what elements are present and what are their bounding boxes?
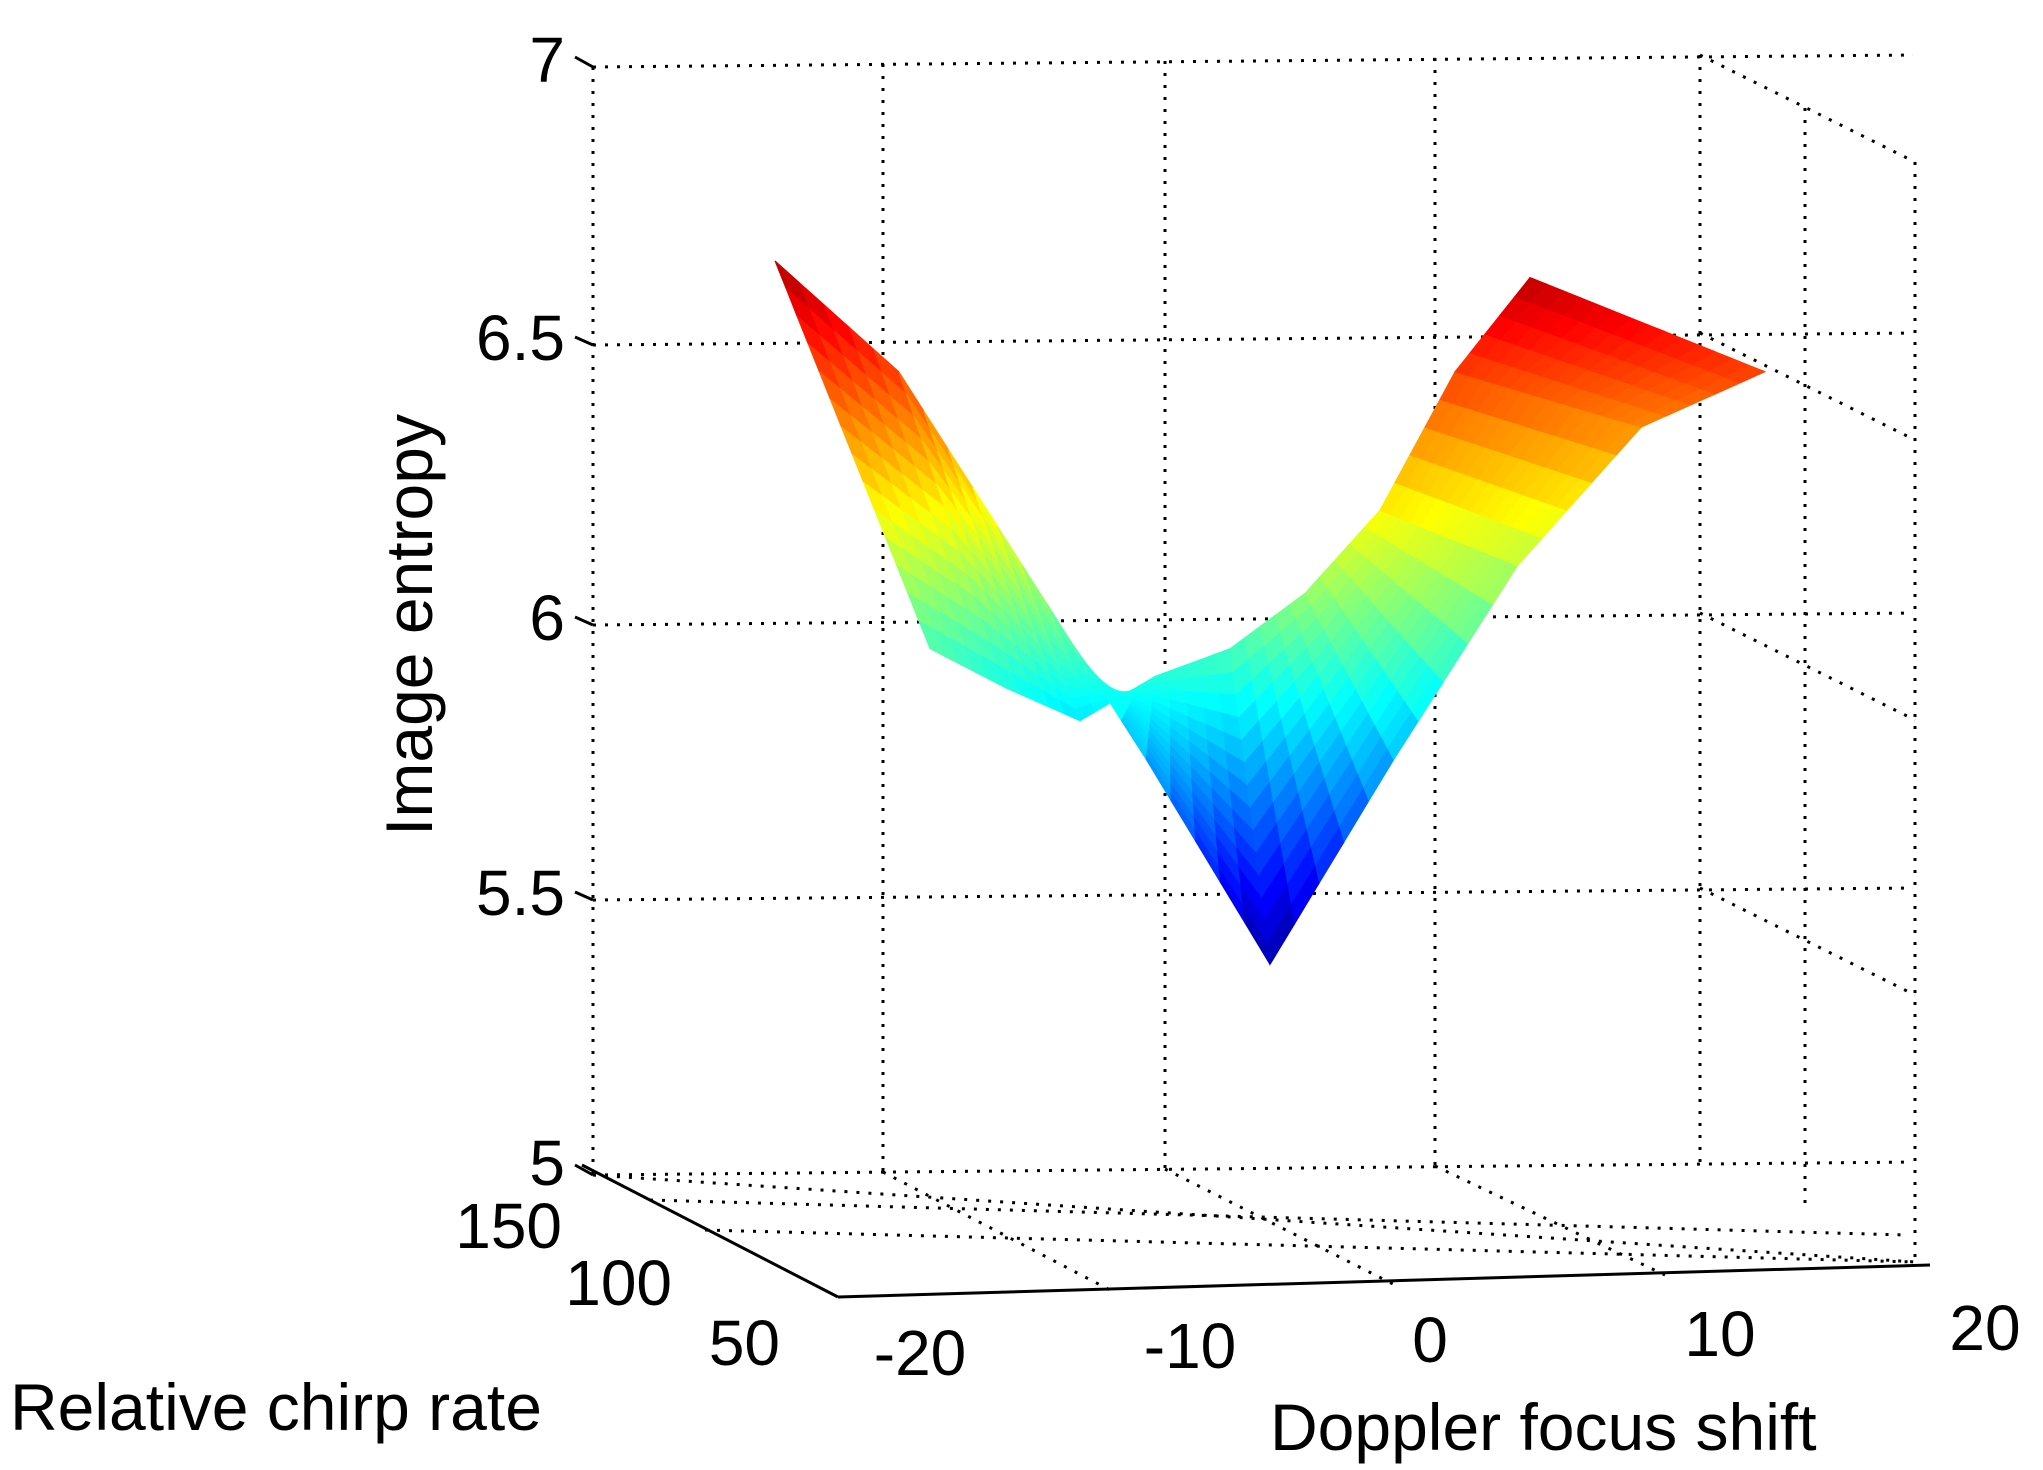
y-tick-label: 50 [709,1307,780,1379]
z-tick-labels: 7 6.5 6 5.5 5 [476,24,565,1199]
surface-patch [1185,675,1204,693]
z-tick-label: 5 [529,1127,565,1199]
surface-patch [1153,670,1171,683]
z-tick-label: 6.5 [476,302,565,374]
z-axis-tick-5.5 [574,890,594,902]
y-tick-label: 100 [565,1247,672,1319]
z-axis-tick-6 [574,615,594,627]
grid-floor [592,1164,1916,1292]
y-tick-label: 150 [455,1190,562,1262]
y-tick-labels: 150 100 50 [455,1190,780,1379]
x-tick-label: -10 [1144,1310,1237,1382]
x-tick-label: 10 [1684,1298,1755,1370]
surface-patch [1200,672,1220,694]
grid-z-7 [592,53,1914,69]
z-axis-label: Image entropy [372,414,446,836]
surface-patch [1184,659,1203,679]
axis-lines [574,55,1931,1299]
x-tick-label: -20 [874,1317,967,1389]
z-tick-label: 5.5 [476,857,565,929]
x-axis-line [837,1263,1931,1299]
z-axis-tick-top [574,55,594,69]
x-axis-label: Doppler focus shift [1270,1390,1817,1464]
entropy-surface [774,260,1767,966]
z-tick-label: 6 [529,582,565,654]
surface-patch [1199,653,1218,677]
y-axis-line [581,1163,839,1299]
x-tick-label: 0 [1412,1304,1448,1376]
z-axis-tick-6.5 [574,335,594,347]
z-tick-label: 7 [529,24,565,96]
y-axis-label: Relative chirp rate [10,1370,542,1444]
z-axis-tick-5 [574,1163,594,1177]
grid-side-wall [1699,53,1917,1265]
grid-z-6 [592,611,1914,627]
grid-z-6.5 [592,331,1914,347]
x-tick-label: 20 [1949,1292,2020,1364]
grid-z-5-back [592,1160,1914,1177]
x-tick-labels: -20 -10 0 10 20 [874,1292,2021,1389]
grid-back-wall [591,53,1914,1177]
surface-patch [1169,664,1187,681]
surface-patch [1514,276,1548,304]
